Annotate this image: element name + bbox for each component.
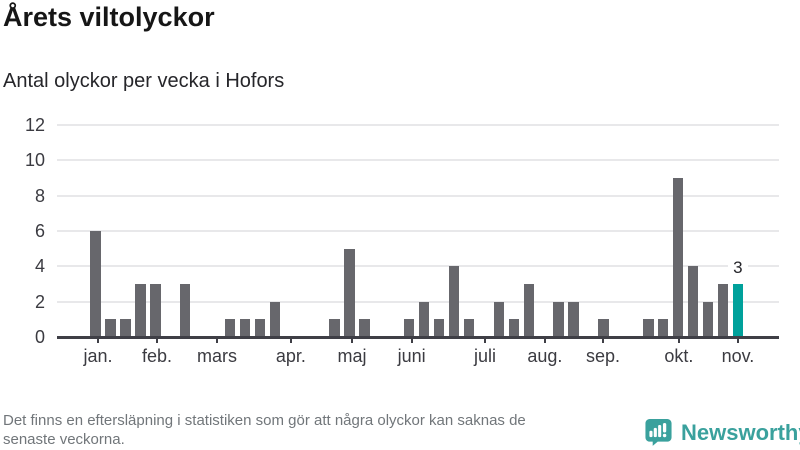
y-axis-label-0: 0 (34, 327, 45, 347)
x-axis-label-juni: juni (397, 346, 426, 366)
newsworthy-logo-link[interactable]: Newsworthy (644, 417, 800, 447)
x-tick-nov (736, 337, 739, 343)
gridline-4 (57, 265, 779, 268)
x-axis-label-nov: nov. (721, 346, 755, 366)
x-tick-feb (156, 337, 159, 343)
x-tick-apr (289, 337, 292, 343)
y-axis-label-4: 4 (34, 256, 45, 277)
x-axis-line (57, 336, 779, 339)
bar-week-38 (643, 319, 654, 337)
bar-week-32 (553, 301, 564, 337)
gridline-10 (57, 159, 779, 162)
bar-week-17 (329, 319, 340, 337)
bar-week-12 (254, 319, 266, 337)
chart-subtitle: Antal olyckor per vecka i Hofors (3, 70, 285, 92)
bar-week-11 (239, 319, 251, 337)
bar-week-3 (120, 319, 131, 337)
gridline-12 (57, 123, 779, 126)
gridline-2 (57, 300, 779, 303)
bar-week-24 (433, 319, 445, 337)
chart-title: Årets viltolyckor (3, 2, 215, 32)
bar-week-19 (359, 319, 370, 337)
x-axis-label-apr: apr. (275, 346, 306, 366)
x-tick-jan (97, 337, 100, 343)
bar-week-40 (672, 177, 684, 337)
y-axis-label-10: 10 (24, 150, 45, 171)
x-axis-label-okt: okt. (664, 346, 694, 366)
bar-week-23 (418, 301, 430, 337)
bar-week-26 (463, 319, 475, 337)
bar-week-30 (523, 283, 534, 337)
gridline-6 (57, 229, 779, 232)
bar-week-13 (269, 301, 281, 337)
last-bar-value-label: 3 (727, 257, 748, 278)
x-axis-label-maj: maj (337, 346, 367, 366)
bar-week-2 (105, 319, 116, 337)
bar-week-35 (598, 319, 609, 337)
bar-week-39 (657, 319, 669, 337)
chart-footnote: Det finns en eftersläpning i statistiken… (3, 412, 526, 448)
bar-week-43 (717, 283, 729, 337)
bar-week-29 (508, 319, 520, 337)
bar-week-18 (344, 248, 355, 337)
bar-week-5 (150, 283, 161, 337)
x-tick-okt (677, 337, 680, 343)
highlighted-bar-current-week (732, 283, 744, 337)
y-axis-label-2: 2 (34, 291, 45, 312)
bar-week-33 (568, 301, 579, 337)
newsworthy-logo-icon (644, 417, 673, 447)
bar-week-22 (403, 319, 415, 337)
bar-week-42 (702, 301, 714, 337)
newsworthy-wordmark: Newsworthy (681, 419, 800, 445)
x-tick-juni (410, 337, 413, 343)
y-axis-label-12: 12 (24, 114, 45, 135)
x-axis-label-juli: juli (473, 346, 496, 366)
gridline-8 (57, 194, 779, 197)
x-axis-label-mars: mars (196, 346, 237, 366)
y-axis-label-6: 6 (34, 220, 45, 241)
x-axis-label-jan: jan. (83, 346, 113, 366)
x-tick-sep (602, 337, 604, 343)
x-tick-aug (543, 337, 546, 343)
bar-week-41 (687, 266, 699, 337)
x-tick-juli (483, 337, 486, 343)
bar-week-4 (135, 283, 146, 337)
x-tick-mars (215, 337, 218, 343)
x-axis-label-aug: aug. (527, 346, 563, 366)
x-axis-label-sep: sep. (585, 346, 621, 366)
x-tick-maj (351, 337, 354, 343)
bar-week-7 (179, 283, 191, 337)
y-axis-label-8: 8 (34, 185, 45, 206)
bar-week-28 (493, 301, 505, 337)
bar-week-25 (448, 266, 460, 337)
bar-week-1 (90, 230, 101, 337)
bar-week-10 (224, 319, 236, 337)
x-axis-label-feb: feb. (142, 346, 173, 366)
